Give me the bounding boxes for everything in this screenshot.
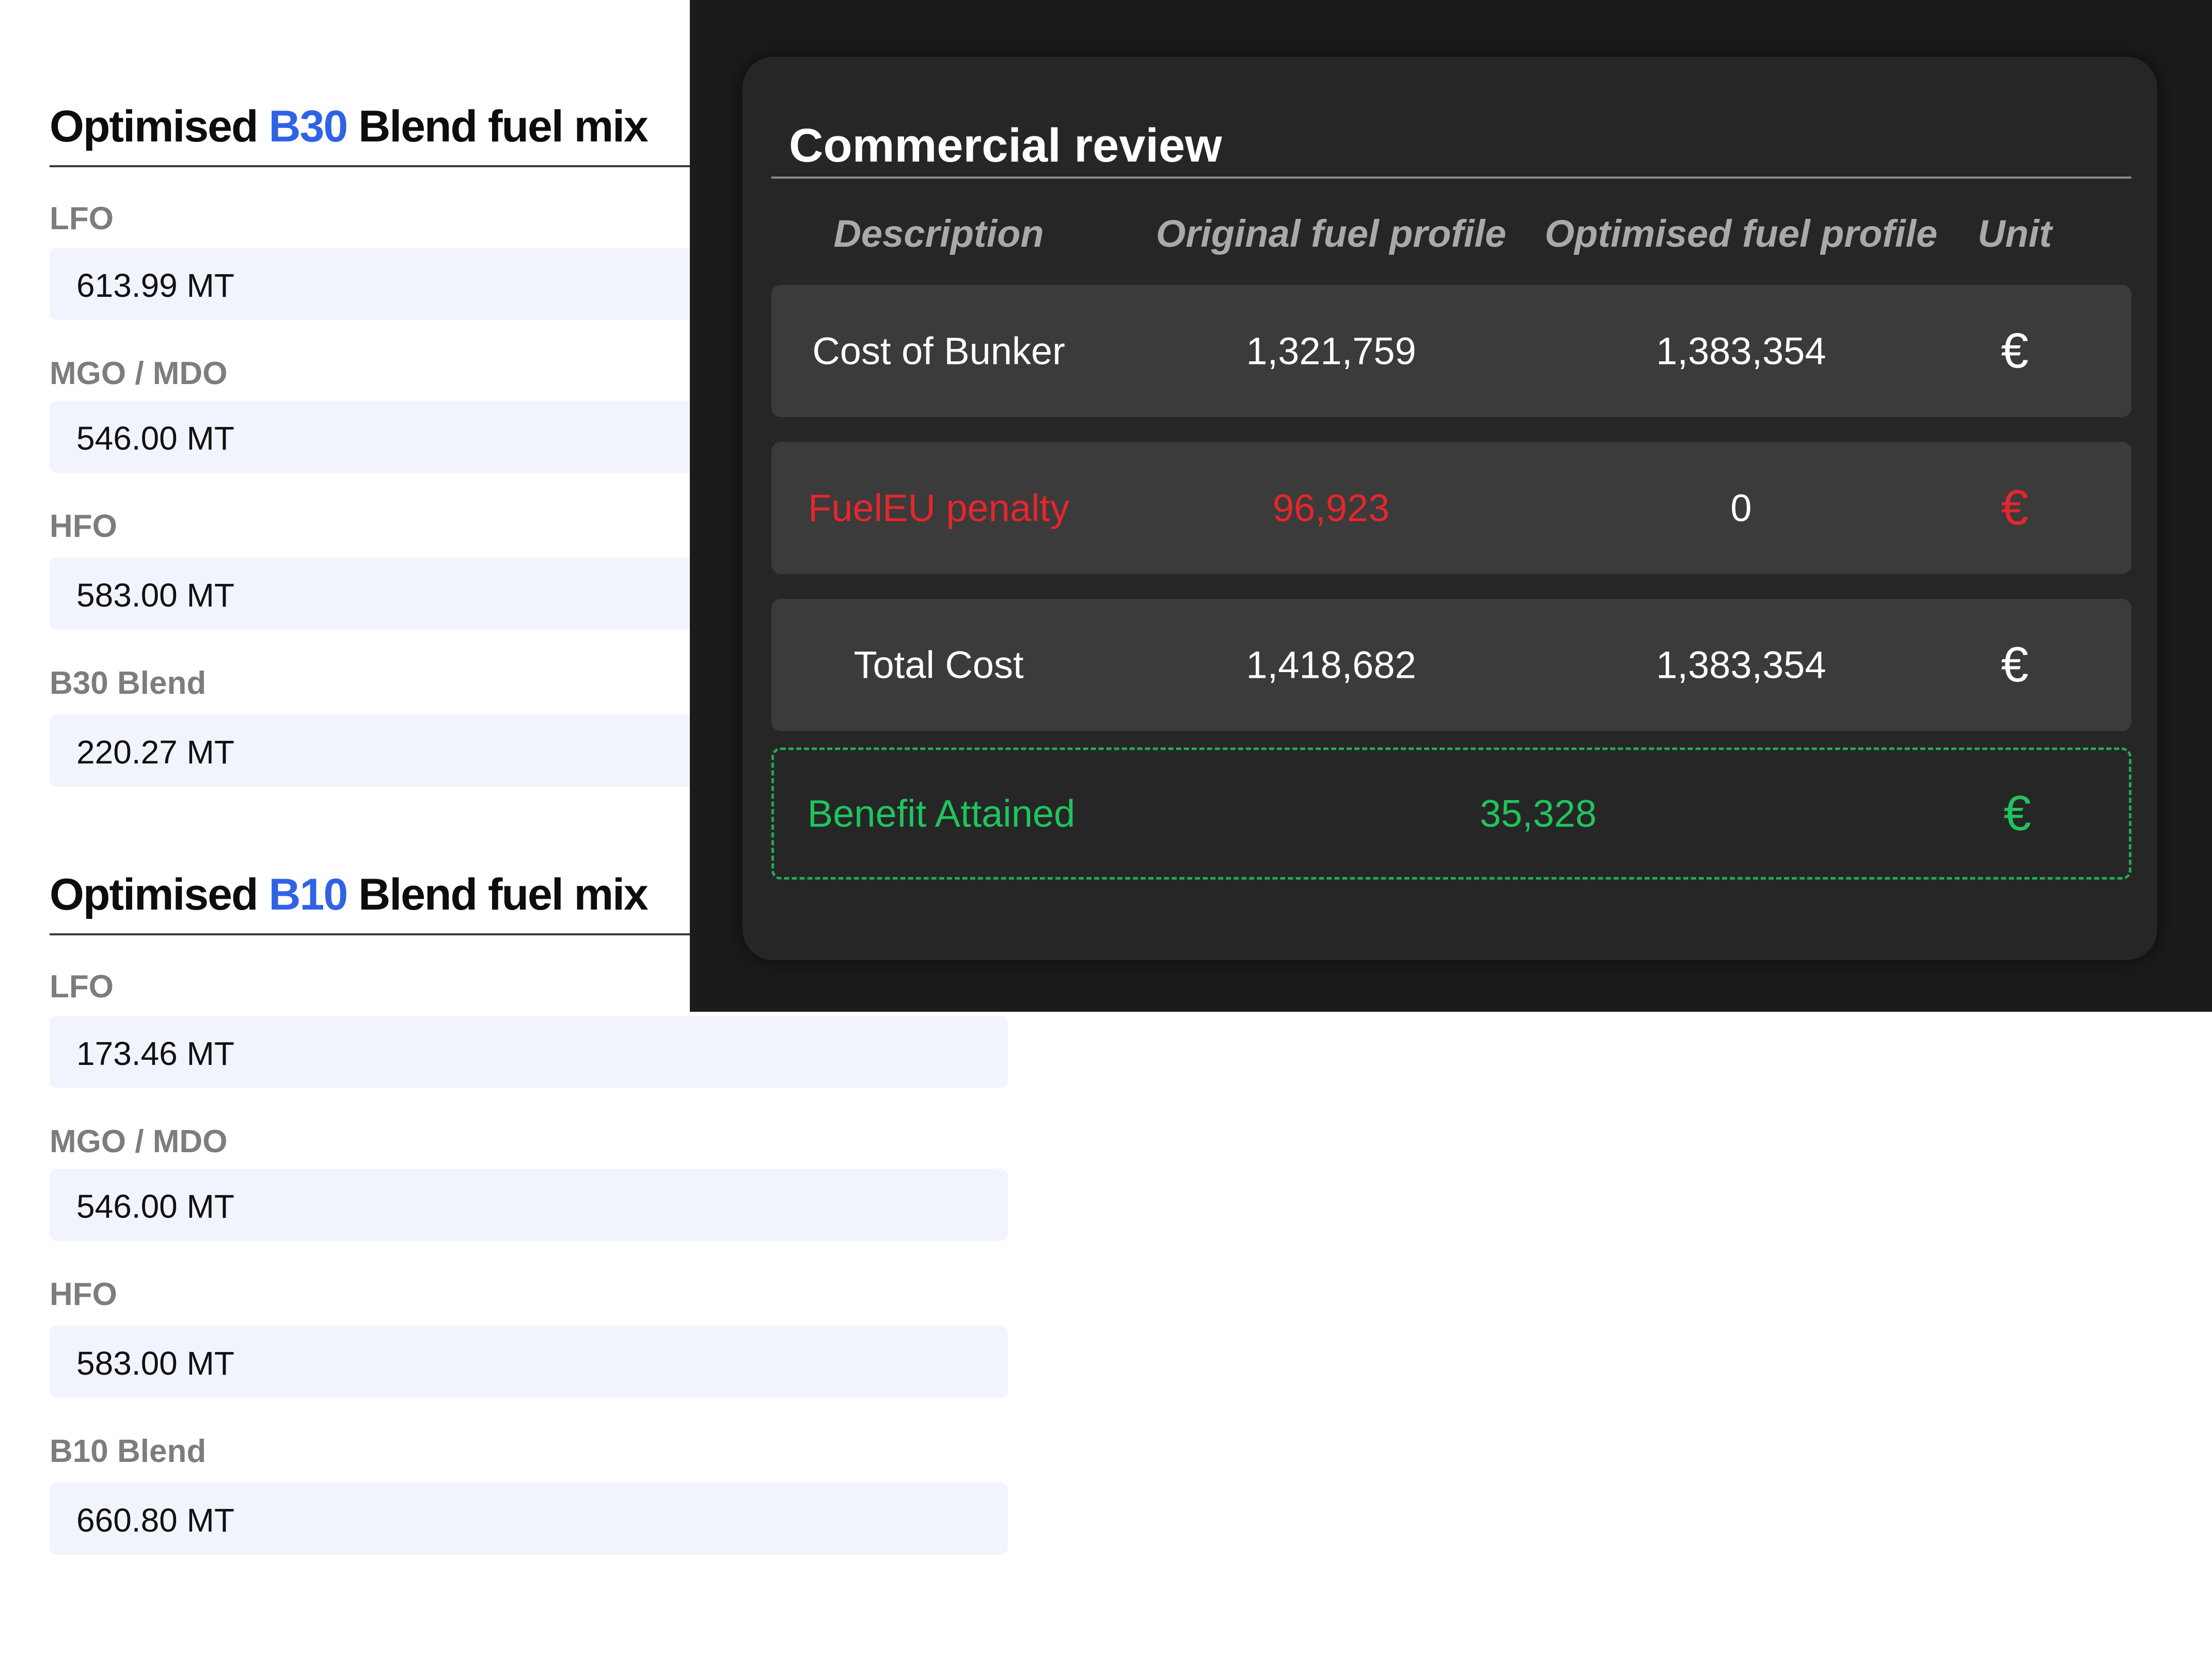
b30-lfo-value: 613.99 MT bbox=[76, 267, 234, 304]
table-row-benefit-attained: Benefit Attained 35,328 € bbox=[771, 747, 2131, 880]
b10-blend-label: B10 Blend bbox=[50, 1434, 207, 1469]
b30-section-title: Optimised B30 Blend fuel mix bbox=[50, 101, 649, 152]
title-accent: B30 bbox=[268, 102, 348, 151]
table-row-total-cost: Total Cost 1,418,682 1,383,354 € bbox=[771, 599, 2131, 731]
benefit-description: Benefit Attained bbox=[807, 792, 1076, 835]
b30-blend-label: B30 Blend bbox=[50, 665, 207, 701]
b10-blend-value: 660.80 MT bbox=[76, 1502, 234, 1539]
title-prefix: Optimised bbox=[50, 102, 259, 151]
header-optimised-fuel-profile: Optimised fuel profile bbox=[1544, 212, 1938, 255]
b10-mgo-mdo-label: MGO / MDO bbox=[50, 1124, 228, 1159]
b30-hfo-value: 583.00 MT bbox=[76, 577, 234, 614]
b30-lfo-label: LFO bbox=[50, 201, 114, 236]
b10-lfo-value: 173.46 MT bbox=[76, 1035, 234, 1072]
commercial-review-panel: Commercial review Description Original f… bbox=[690, 0, 2212, 1012]
b30-mgo-mdo-value: 546.00 MT bbox=[76, 420, 234, 457]
commercial-review-title: Commercial review bbox=[789, 119, 1222, 172]
b10-blend-field[interactable]: 660.80 MT bbox=[50, 1483, 1008, 1555]
row-original-value: 1,418,682 bbox=[1246, 643, 1416, 687]
b10-section-title: Optimised B10 Blend fuel mix bbox=[50, 869, 649, 920]
title-suffix: Blend fuel mix bbox=[358, 102, 649, 151]
header-unit: Unit bbox=[1978, 212, 2052, 255]
euro-icon: € bbox=[2001, 637, 2029, 692]
b10-lfo-field[interactable]: 173.46 MT bbox=[50, 1016, 1008, 1088]
b10-hfo-label: HFO bbox=[50, 1277, 117, 1312]
table-row-fueleu-penalty: FuelEU penalty 96,923 0 € bbox=[771, 442, 2131, 574]
row-original-value: 96,923 bbox=[1272, 486, 1390, 530]
benefit-value: 35,328 bbox=[1479, 792, 1597, 835]
title-accent: B10 bbox=[268, 870, 348, 919]
b10-mgo-mdo-field[interactable]: 546.00 MT bbox=[50, 1169, 1008, 1241]
euro-icon: € bbox=[2001, 323, 2029, 378]
row-description: FuelEU penalty bbox=[808, 486, 1069, 530]
row-optimised-value: 1,383,354 bbox=[1656, 329, 1826, 373]
b30-mgo-mdo-label: MGO / MDO bbox=[50, 356, 228, 391]
b10-hfo-value: 583.00 MT bbox=[76, 1345, 234, 1382]
header-description: Description bbox=[833, 212, 1044, 255]
b30-title-divider bbox=[50, 165, 690, 167]
b10-hfo-field[interactable]: 583.00 MT bbox=[50, 1326, 1008, 1398]
row-description: Cost of Bunker bbox=[812, 329, 1065, 373]
commercial-review-card: Commercial review Description Original f… bbox=[742, 57, 2157, 960]
table-row-cost-of-bunker: Cost of Bunker 1,321,759 1,383,354 € bbox=[771, 285, 2131, 417]
b30-hfo-label: HFO bbox=[50, 508, 117, 544]
euro-icon: € bbox=[2001, 480, 2029, 535]
commercial-review-divider bbox=[771, 177, 2131, 179]
title-prefix: Optimised bbox=[50, 870, 259, 919]
row-description: Total Cost bbox=[854, 643, 1024, 687]
b10-lfo-label: LFO bbox=[50, 969, 114, 1005]
row-optimised-value: 0 bbox=[1730, 486, 1752, 530]
row-optimised-value: 1,383,354 bbox=[1656, 643, 1826, 687]
b30-blend-value: 220.27 MT bbox=[76, 734, 234, 771]
euro-icon: € bbox=[2003, 786, 2031, 841]
b10-title-divider bbox=[50, 933, 690, 935]
row-original-value: 1,321,759 bbox=[1246, 329, 1416, 373]
header-original-fuel-profile: Original fuel profile bbox=[1156, 212, 1507, 255]
b10-mgo-mdo-value: 546.00 MT bbox=[76, 1188, 234, 1225]
title-suffix: Blend fuel mix bbox=[358, 870, 649, 919]
